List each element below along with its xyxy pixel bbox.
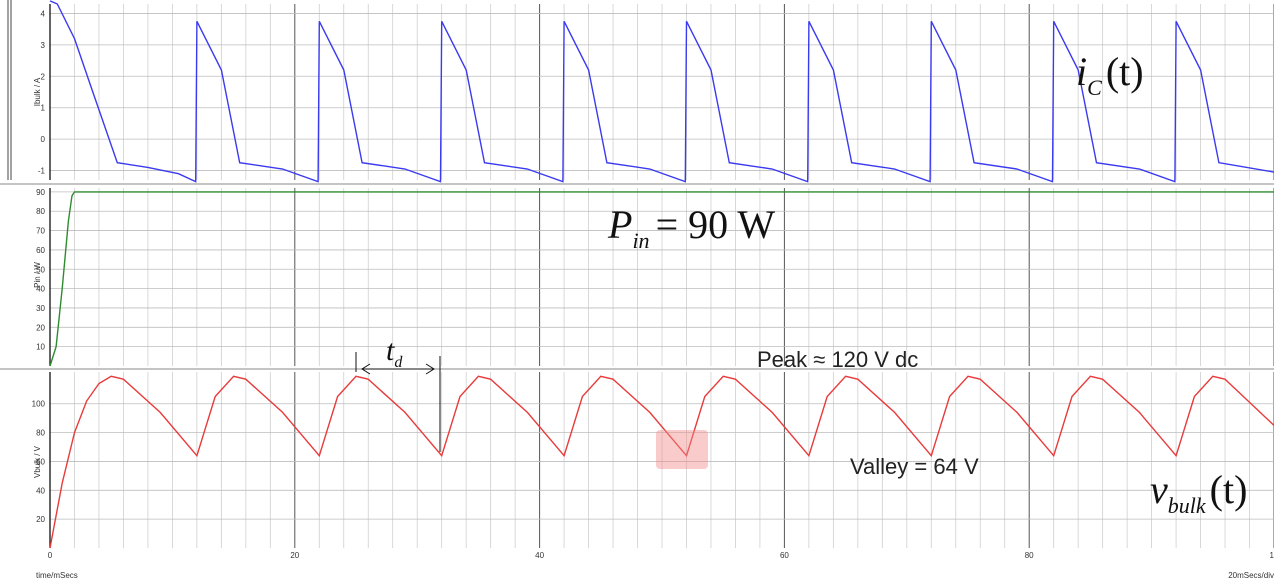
y-tick-label: 70 [36,227,45,236]
y-tick-label: 2 [41,72,46,81]
y-tick-label: 4 [41,9,46,18]
series-line [49,0,1274,183]
peak-label: Peak ≈ 120 V dc [757,347,918,372]
td-label-sub: d [394,354,403,371]
y-tick-label: 1 [41,104,46,113]
x-tick-label: 0 [48,551,53,560]
tick-labels: -1 0 1 2 3 4 10 20 30 40 50 60 70 80 90 20 40 60 80 100 0 20 4… [32,9,1274,560]
td-dimension [355,352,441,452]
y-tick-label: 50 [36,265,45,274]
y-tick-label: 80 [36,207,45,216]
vbulk-label-symbol: v [1150,467,1168,512]
y-tick-label: 3 [41,41,46,50]
y-tick-label: 20 [36,323,45,332]
y-tick-label: 20 [36,515,45,524]
grid-layer [0,0,1274,548]
y-tick-label: 90 [36,188,45,197]
ic-label: iC (t) [1076,49,1144,100]
x-tick-label: 1 [1270,551,1274,560]
pin-label-symbol: P [607,202,632,247]
vbulk-label-rest: (t) [1210,467,1248,512]
td-label: td [386,334,403,371]
y-axis-label-pin: Pin / W [33,262,42,288]
td-label-symbol: t [386,334,395,367]
y-tick-label: 40 [36,486,45,495]
y-tick-label: 100 [32,400,46,409]
x-tick-label: 60 [780,551,789,560]
x-tick-label: 80 [1025,551,1034,560]
x-tick-label: 40 [535,551,544,560]
ic-label-sub: C [1087,75,1102,100]
pin-label-sub: in [632,228,649,253]
y-axis-label-ibulk: Ibulk / A [33,77,42,106]
series-layer [49,0,1274,549]
y-tick-label: 60 [36,246,45,255]
series-line [49,375,1274,549]
vbulk-label-sub: bulk [1168,493,1207,518]
valley-label: Valley = 64 V [850,454,979,479]
vbulk-label: vbulk (t) [1150,467,1247,518]
pin-label: Pin = 90 W [607,202,775,253]
ic-label-symbol: i [1076,49,1087,94]
y-tick-label: 40 [36,285,45,294]
valley-highlight [656,430,708,469]
y-tick-label: 0 [41,135,46,144]
x-axis-label: time/mSecs [36,571,78,580]
y-tick-label: -1 [38,167,46,176]
y-tick-label: 60 [36,457,45,466]
y-tick-label: 10 [36,343,45,352]
y-axis-label-vbulk: Vbulk / V [33,445,42,478]
y-tick-label: 80 [36,429,45,438]
series-line [49,191,1274,367]
y-tick-label: 30 [36,304,45,313]
x-tick-label: 20 [290,551,299,560]
x-axis-div-label: 20mSecs/div [1228,571,1274,580]
pin-label-rest: = 90 W [656,202,776,247]
ic-label-rest: (t) [1106,49,1144,94]
